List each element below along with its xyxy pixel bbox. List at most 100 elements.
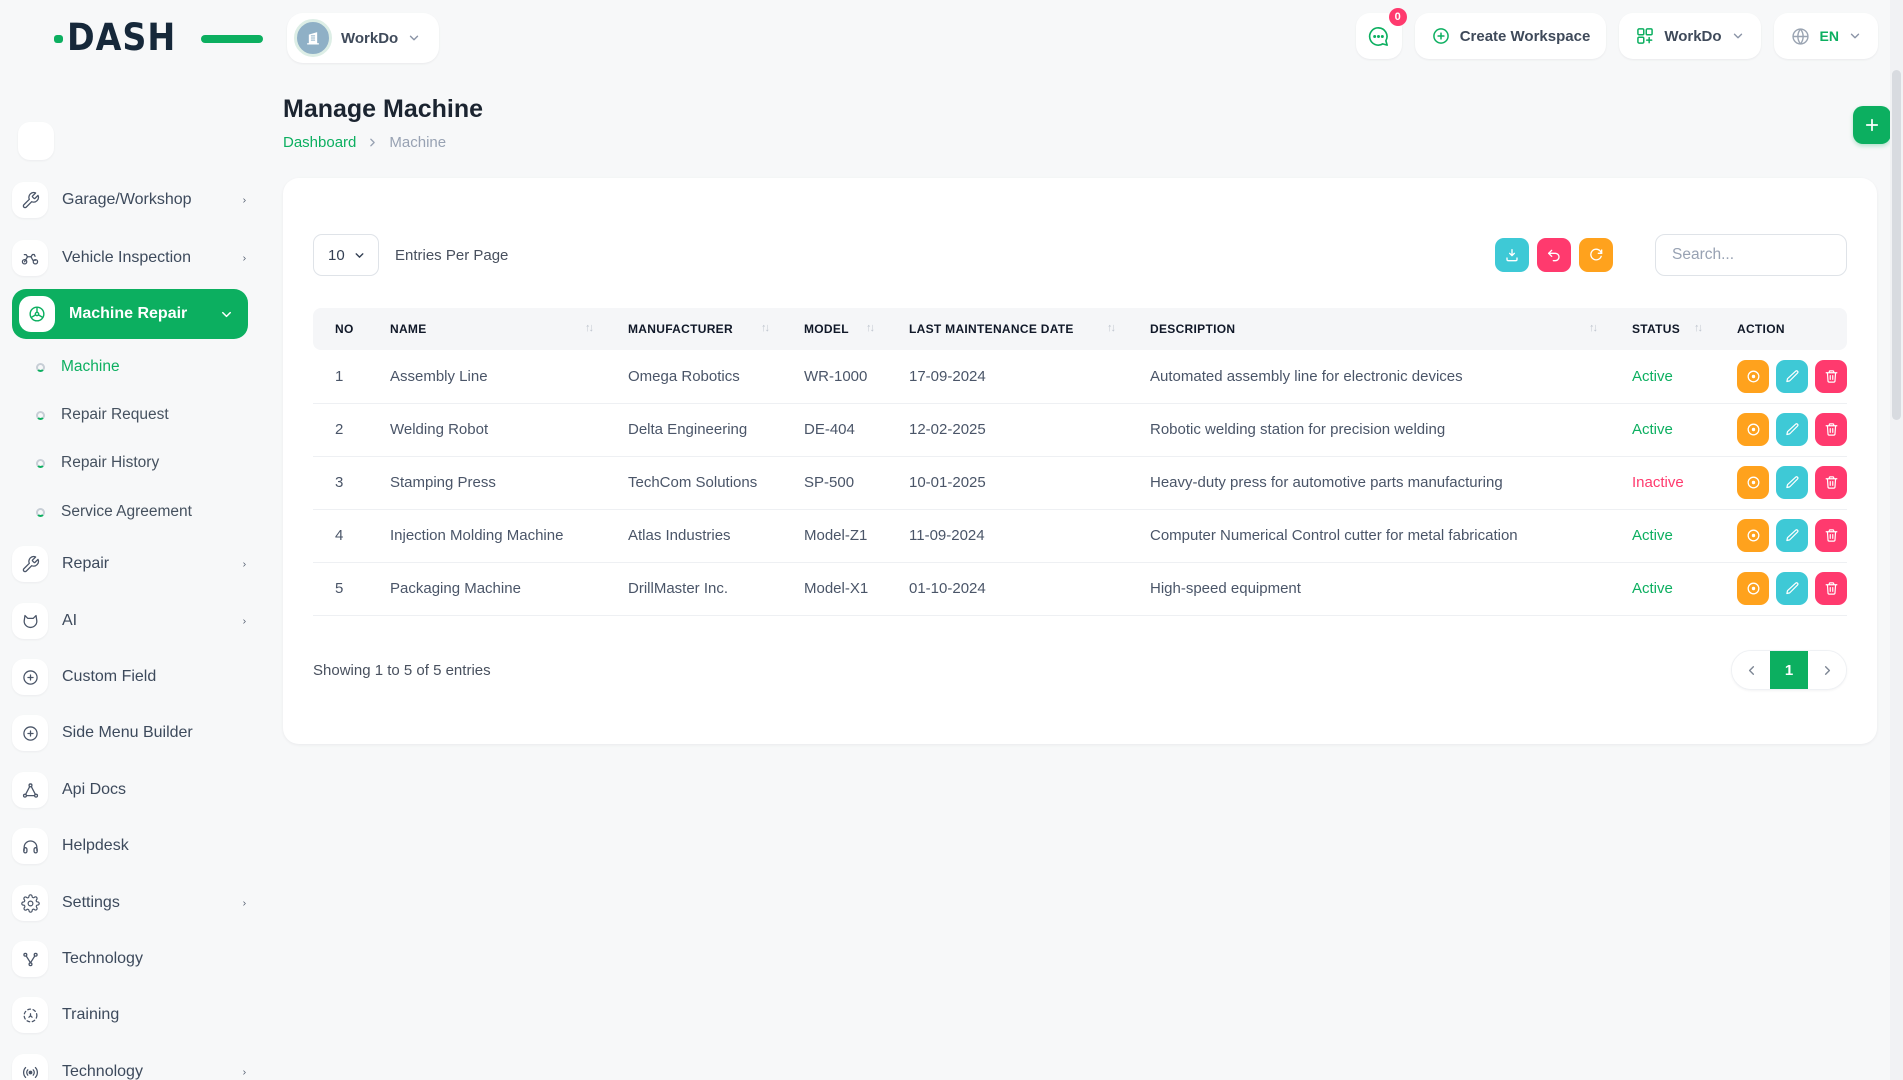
- sidebar-item-label: Api Docs: [62, 781, 127, 798]
- column-header-no[interactable]: NO: [313, 308, 368, 350]
- sidebar-subitem-machine[interactable]: Machine: [36, 355, 246, 379]
- cell-model: DE-404: [782, 403, 887, 457]
- column-header-last-maintenance-date[interactable]: LAST MAINTENANCE DATE ↑↓: [887, 308, 1128, 350]
- edit-button[interactable]: [1776, 572, 1808, 605]
- entries-per-page-label: Entries Per Page: [395, 246, 509, 264]
- status-badge: Active: [1610, 562, 1715, 616]
- workdo-menu[interactable]: WorkDo: [1619, 13, 1761, 59]
- language-selector[interactable]: EN: [1773, 13, 1878, 59]
- sidebar-item-label: Helpdesk: [62, 837, 129, 854]
- create-workspace-button[interactable]: Create Workspace: [1414, 13, 1607, 59]
- sidebar-item-label: Technology: [62, 950, 143, 967]
- sidebar-item-side-menu-builder[interactable]: Side Menu Builder: [12, 715, 256, 751]
- sidebar-subitem-service-agreement[interactable]: Service Agreement: [36, 500, 246, 524]
- brand-logo-text: DASH: [67, 16, 177, 59]
- chevron-left-icon: [1748, 665, 1754, 675]
- status-badge: Active: [1610, 403, 1715, 457]
- previous-page-button[interactable]: [1732, 651, 1770, 689]
- table-header-row: NO NAME ↑↓ MANUFACTURER ↑↓ MODEL ↑↓ LAST MA…: [313, 308, 1847, 350]
- column-header-status[interactable]: STATUS ↑↓: [1610, 308, 1715, 350]
- delete-button[interactable]: [1815, 359, 1847, 393]
- sidebar-item-label: Side Menu Builder: [62, 724, 193, 741]
- table-row: 4 Injection Molding Machine Atlas Indust…: [313, 509, 1847, 563]
- globe-icon: [1791, 27, 1809, 45]
- sidebar-item-label: Settings: [62, 894, 120, 911]
- breadcrumb-dashboard-link[interactable]: Dashboard: [283, 134, 357, 151]
- delete-button[interactable]: [1815, 466, 1847, 499]
- column-header-description[interactable]: DESCRIPTION ↑↓: [1128, 308, 1610, 350]
- cell-name: Packaging Machine: [368, 562, 606, 616]
- sidebar-item-label: AI: [62, 612, 78, 629]
- gear-icon: [12, 885, 48, 921]
- cell-last-maintenance-date: 12-02-2025: [887, 403, 1128, 457]
- view-button[interactable]: [1737, 572, 1769, 605]
- chevron-down-icon: [222, 311, 231, 317]
- cell-manufacturer: Atlas Industries: [606, 509, 782, 563]
- sidebar-item-technology-2[interactable]: Technology: [12, 1054, 256, 1080]
- messages-badge: 0: [1388, 8, 1407, 26]
- sidebar-item-settings[interactable]: Settings: [12, 885, 256, 921]
- refresh-icon: [1590, 248, 1603, 261]
- view-button[interactable]: [1737, 413, 1769, 446]
- sidebar-item-machine-repair[interactable]: Machine Repair: [12, 289, 248, 339]
- sidebar-item-vehicle-inspection[interactable]: Vehicle Inspection: [12, 240, 256, 276]
- sidebar-item-api-docs[interactable]: Api Docs: [12, 772, 256, 808]
- sidebar-item-garage-workshop[interactable]: Garage/Workshop: [12, 182, 256, 218]
- page-number-1[interactable]: 1: [1770, 651, 1808, 689]
- sidebar-item-label: Technology: [62, 1063, 143, 1080]
- sidebar-subitem-repair-history[interactable]: Repair History: [36, 451, 246, 475]
- refresh-button[interactable]: [1579, 238, 1613, 272]
- trash-icon: [1825, 529, 1837, 542]
- cell-name: Stamping Press: [368, 456, 606, 510]
- cell-model: SP-500: [782, 456, 887, 510]
- workspace-selector[interactable]: WorkDo: [287, 13, 440, 63]
- column-header-model[interactable]: MODEL ↑↓: [782, 308, 887, 350]
- cell-model: WR-1000: [782, 350, 887, 404]
- view-button[interactable]: [1737, 519, 1769, 552]
- next-page-button[interactable]: [1808, 651, 1846, 689]
- dashed-circle-icon: [12, 997, 48, 1033]
- bullet-icon: [36, 458, 45, 468]
- sidebar-item-helpdesk[interactable]: Helpdesk: [12, 828, 256, 864]
- edit-button[interactable]: [1776, 359, 1808, 393]
- column-header-name[interactable]: NAME ↑↓: [368, 308, 606, 350]
- scrollbar-thumb[interactable]: [1892, 70, 1901, 420]
- delete-button[interactable]: [1815, 519, 1847, 552]
- cell-no: 3: [313, 456, 368, 510]
- undo-button[interactable]: [1537, 238, 1571, 272]
- view-button[interactable]: [1737, 359, 1769, 393]
- sort-icon: ↑↓: [585, 322, 594, 334]
- edit-button[interactable]: [1776, 413, 1808, 446]
- sidebar-item-technology[interactable]: Technology: [12, 941, 256, 977]
- edit-button[interactable]: [1776, 519, 1808, 552]
- column-header-manufacturer[interactable]: MANUFACTURER ↑↓: [606, 308, 782, 350]
- sidebar-item-ai[interactable]: AI: [12, 603, 256, 639]
- entries-per-page-select[interactable]: 10: [313, 234, 379, 276]
- sidebar-item-custom-field[interactable]: Custom Field: [12, 659, 256, 695]
- chevron-right-icon: [243, 561, 246, 567]
- sidebar-item-repair[interactable]: Repair: [12, 546, 256, 582]
- cell-description: Computer Numerical Control cutter for me…: [1128, 509, 1610, 563]
- delete-button[interactable]: [1815, 413, 1847, 446]
- cell-description: Robotic welding station for precision we…: [1128, 403, 1610, 457]
- sidebar-item-training[interactable]: Training: [12, 997, 256, 1033]
- column-header-action[interactable]: ACTION: [1715, 308, 1847, 350]
- search-input[interactable]: [1655, 234, 1847, 276]
- delete-button[interactable]: [1815, 572, 1847, 605]
- brand-logo[interactable]: DASH: [54, 16, 263, 60]
- view-button[interactable]: [1737, 466, 1769, 499]
- status-badge: Active: [1610, 509, 1715, 563]
- cell-manufacturer: DrillMaster Inc.: [606, 562, 782, 616]
- cell-last-maintenance-date: 01-10-2024: [887, 562, 1128, 616]
- chevron-right-icon: [1824, 665, 1830, 675]
- sidebar-subitem-repair-request[interactable]: Repair Request: [36, 403, 246, 427]
- bullet-icon: [36, 507, 45, 517]
- fox-icon: [12, 603, 48, 639]
- messages-button[interactable]: 0: [1355, 8, 1407, 59]
- page-scrollbar[interactable]: [1890, 0, 1903, 1080]
- download-icon: [1506, 249, 1518, 262]
- export-button[interactable]: [1495, 238, 1529, 272]
- add-machine-button[interactable]: [1853, 106, 1891, 144]
- edit-button[interactable]: [1776, 466, 1808, 499]
- cell-action: [1715, 562, 1847, 616]
